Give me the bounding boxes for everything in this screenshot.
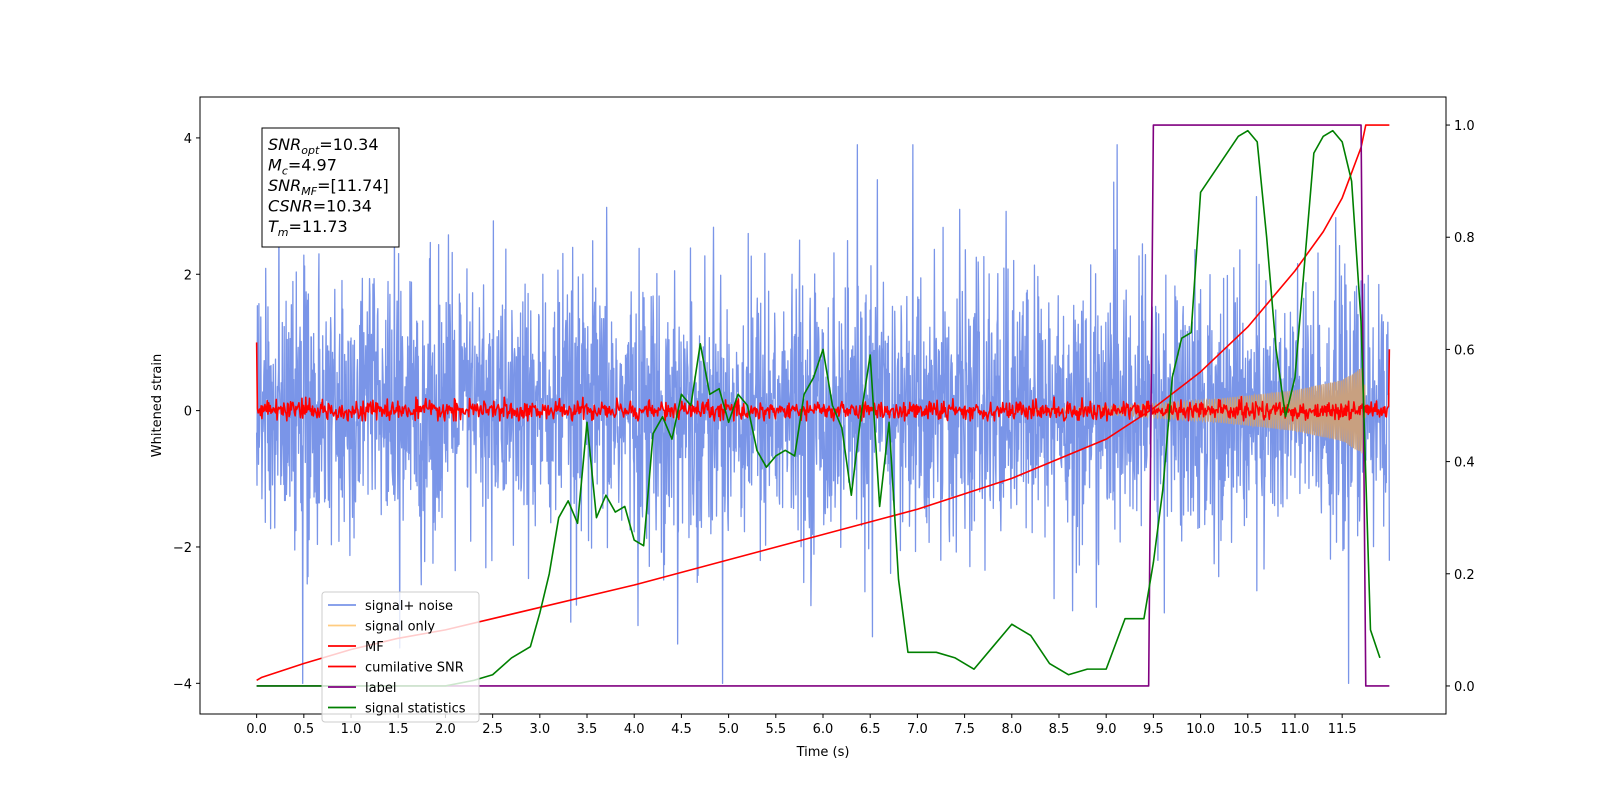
x-tick-label: 7.0 <box>907 722 928 737</box>
annotation-value: =10.34 <box>319 135 378 154</box>
y2-tick-label: 0.2 <box>1454 568 1475 583</box>
legend-label: label <box>365 681 396 696</box>
series-mf <box>255 342 1391 422</box>
y2-tick-label: 0.0 <box>1454 680 1475 695</box>
legend: signal+ noise signal only MF cumilative SNR… <box>321 591 480 723</box>
x-tick-label: 3.0 <box>529 722 550 737</box>
y2-tick-label: 0.8 <box>1454 231 1475 246</box>
annotation-line: CSNR=10.34 <box>268 197 372 216</box>
x-tick-label: 11.0 <box>1280 722 1309 737</box>
annotation-line: SNRopt=10.34 <box>268 135 379 157</box>
x-tick-label: 2.0 <box>435 722 456 737</box>
x-tick-label: 10.5 <box>1233 722 1262 737</box>
x-tick-label: 8.0 <box>1001 722 1022 737</box>
x-tick-label: 6.0 <box>813 722 834 737</box>
x-tick-label: 7.5 <box>954 722 975 737</box>
annotation-symbol: SNR <box>268 135 301 154</box>
annotation-value: =[11.74] <box>317 176 389 195</box>
legend-label: signal+ noise <box>365 599 453 614</box>
annotation-line: Tm=11.73 <box>268 217 348 239</box>
annotation-symbol: SNR <box>268 176 301 195</box>
x-tick-label: 8.5 <box>1049 722 1070 737</box>
annotation-line: Mc=4.97 <box>268 156 337 178</box>
legend-label: signal only <box>365 620 435 635</box>
x-tick-label: 0.5 <box>293 722 314 737</box>
annotation-box: SNRopt=10.34Mc=4.97SNRMF=[11.74]CSNR=10.… <box>261 127 400 248</box>
annotation-value: =10.34 <box>313 197 372 216</box>
x-tick-label: 2.5 <box>482 722 503 737</box>
x-axis-label: Time (s) <box>796 745 850 760</box>
y2-tick-label: 1.0 <box>1454 119 1475 134</box>
x-tick-label: 3.5 <box>577 722 598 737</box>
legend-frame <box>321 591 480 723</box>
annotation-frame <box>261 127 400 248</box>
annotation-subscript: c <box>282 165 288 178</box>
series-label <box>256 124 1390 687</box>
series-signal-noise <box>255 144 1391 684</box>
legend-label: cumilative SNR <box>365 661 464 676</box>
y-tick-label: −4 <box>173 677 192 692</box>
annotation-value: =11.73 <box>289 217 348 236</box>
axes: 0.0 0.5 1.0 1.5 2.0 2.5 3.0 3.5 4.0 4.5 5.0 5.5 6.0 6… <box>150 119 1475 760</box>
annotation-subscript: m <box>278 226 289 239</box>
x-tick-label: 10.0 <box>1186 722 1215 737</box>
annotation-subscript: opt <box>301 144 320 157</box>
x-tick-label: 6.5 <box>860 722 881 737</box>
x-tick-label: 11.5 <box>1328 722 1357 737</box>
y-tick-label: 0 <box>184 405 192 420</box>
y-tick-label: 2 <box>184 268 192 283</box>
annotation-line: SNRMF=[11.74] <box>268 176 389 198</box>
x-tick-label: 9.5 <box>1143 722 1164 737</box>
x-tick-label: 4.0 <box>624 722 645 737</box>
y-tick-label: −2 <box>173 541 192 556</box>
annotation-symbol: T <box>268 217 279 236</box>
annotation-subscript: MF <box>301 185 317 198</box>
x-tick-label: 1.0 <box>341 722 362 737</box>
legend-label: MF <box>365 640 384 655</box>
legend-label: signal statistics <box>365 702 466 717</box>
x-tick-label: 1.5 <box>388 722 409 737</box>
y-tick-label: 4 <box>184 132 192 147</box>
x-tick-label: 0.0 <box>246 722 267 737</box>
series-signal-statistics <box>256 129 1381 687</box>
x-tick-label: 4.5 <box>671 722 692 737</box>
y2-tick-label: 0.4 <box>1454 456 1475 471</box>
annotation-value: =4.97 <box>288 156 337 175</box>
x-tick-label: 9.0 <box>1096 722 1117 737</box>
annotation-symbol: M <box>268 156 282 175</box>
x-tick-label: 5.5 <box>765 722 786 737</box>
y-axis-label: Whitened strain <box>150 354 165 457</box>
y2-tick-label: 0.6 <box>1454 343 1475 358</box>
x-tick-label: 5.0 <box>718 722 739 737</box>
annotation-symbol: CSNR <box>268 197 313 216</box>
